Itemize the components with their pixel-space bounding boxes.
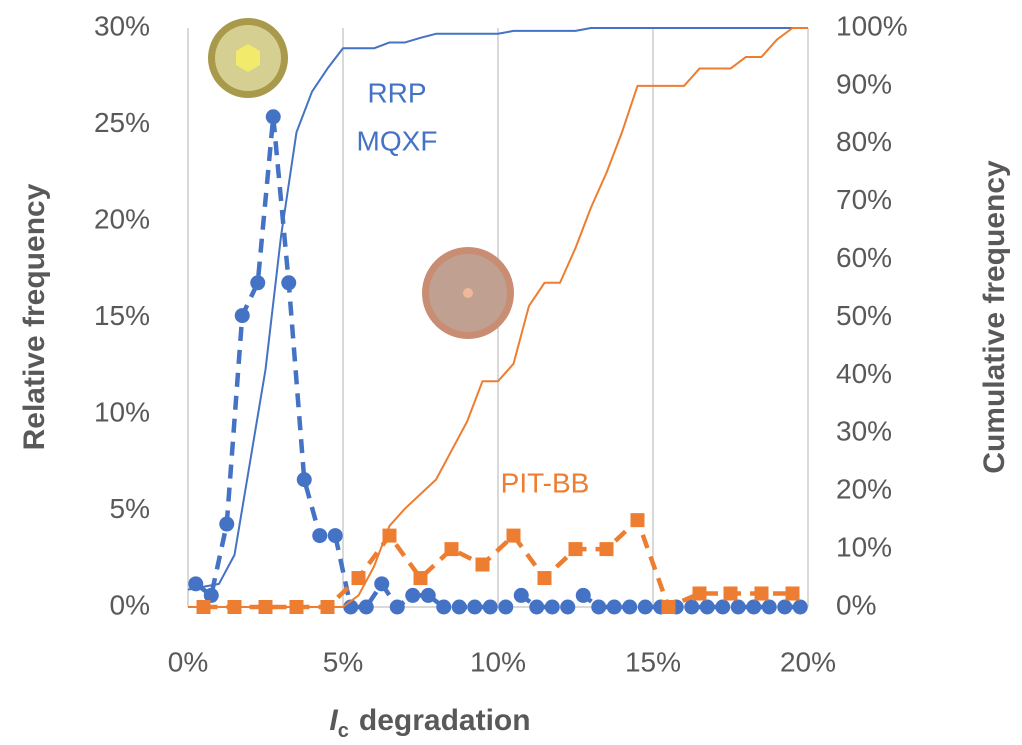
data-point bbox=[444, 542, 459, 557]
data-point bbox=[630, 513, 645, 528]
data-point bbox=[203, 587, 219, 603]
data-point bbox=[560, 599, 576, 615]
data-point bbox=[405, 587, 421, 603]
data-point bbox=[684, 599, 700, 615]
data-point bbox=[420, 587, 436, 603]
data-point bbox=[327, 528, 343, 544]
data-point bbox=[761, 599, 777, 615]
data-point bbox=[265, 109, 281, 125]
data-point bbox=[234, 308, 250, 324]
data-point bbox=[250, 275, 266, 291]
data-point bbox=[599, 542, 614, 557]
x-axis-subscript: c bbox=[338, 720, 349, 742]
data-point bbox=[358, 599, 374, 615]
data-point bbox=[219, 516, 235, 532]
data-point bbox=[537, 571, 552, 586]
data-point bbox=[723, 586, 738, 601]
data-point bbox=[730, 599, 746, 615]
data-point bbox=[529, 599, 545, 615]
x-tick-label: 10% bbox=[470, 646, 526, 677]
data-point bbox=[506, 528, 521, 543]
y2-tick-label: 0% bbox=[836, 589, 876, 620]
y2-tick-label: 10% bbox=[836, 531, 892, 562]
y-tick-label: 20% bbox=[94, 203, 150, 234]
y-tick-label: 0% bbox=[110, 589, 150, 620]
x-axis-text: degradation bbox=[359, 704, 531, 737]
y2-tick-label: 70% bbox=[836, 184, 892, 215]
pit-strand-image bbox=[422, 247, 514, 339]
data-point bbox=[475, 557, 490, 572]
data-point bbox=[785, 586, 800, 601]
data-point bbox=[374, 576, 390, 592]
data-point bbox=[568, 542, 583, 557]
data-point bbox=[715, 599, 731, 615]
data-point bbox=[754, 586, 769, 601]
data-point bbox=[389, 599, 405, 615]
data-point bbox=[622, 599, 638, 615]
y-tick-label: 5% bbox=[110, 493, 150, 524]
data-point bbox=[746, 599, 762, 615]
x-tick-label: 5% bbox=[323, 646, 363, 677]
y-axis-title: Relative frequency bbox=[18, 183, 51, 450]
data-point bbox=[575, 587, 591, 603]
data-point bbox=[312, 528, 328, 544]
y2-tick-label: 80% bbox=[836, 126, 892, 157]
y2-tick-label: 60% bbox=[836, 242, 892, 273]
data-point bbox=[692, 586, 707, 601]
series-line bbox=[188, 27, 808, 608]
data-point bbox=[467, 599, 483, 615]
data-point bbox=[637, 599, 653, 615]
y-tick-label: 25% bbox=[94, 107, 150, 138]
data-point bbox=[544, 599, 560, 615]
x-axis-symbol: I bbox=[329, 704, 338, 737]
x-tick-label: 15% bbox=[625, 646, 681, 677]
data-point bbox=[382, 528, 397, 543]
y2-tick-label: 20% bbox=[836, 474, 892, 505]
y-tick-label: 15% bbox=[94, 300, 150, 331]
annotation: RRP bbox=[367, 77, 426, 108]
data-point bbox=[513, 587, 529, 603]
series-line bbox=[187, 27, 808, 591]
data-point bbox=[699, 599, 715, 615]
data-point bbox=[661, 600, 676, 614]
annotation: MQXF bbox=[357, 125, 438, 156]
annotation: PIT-BB bbox=[501, 467, 590, 498]
data-point bbox=[436, 599, 452, 615]
x-tick-label: 0% bbox=[168, 646, 208, 677]
y2-tick-label: 50% bbox=[836, 300, 892, 331]
data-point bbox=[591, 599, 607, 615]
x-tick-label: 20% bbox=[780, 646, 836, 677]
series-line bbox=[194, 114, 801, 610]
data-point bbox=[413, 571, 428, 586]
y2-axis-title: Cumulative frequency bbox=[978, 160, 1011, 474]
y2-tick-label: 30% bbox=[836, 416, 892, 447]
marks bbox=[187, 27, 808, 615]
rrp-strand-image bbox=[208, 18, 288, 98]
data-point bbox=[498, 599, 514, 615]
y2-tick-label: 90% bbox=[836, 68, 892, 99]
data-point bbox=[482, 599, 498, 615]
data-point bbox=[281, 275, 297, 291]
y-tick-label: 10% bbox=[94, 396, 150, 427]
x-axis-title: Ic degradation bbox=[329, 704, 530, 742]
data-point bbox=[451, 599, 467, 615]
data-point bbox=[777, 599, 793, 615]
y2-tick-label: 40% bbox=[836, 358, 892, 389]
data-point bbox=[792, 599, 808, 615]
data-point bbox=[296, 472, 312, 488]
y-tick-label: 30% bbox=[94, 10, 150, 41]
y2-tick-label: 100% bbox=[836, 10, 908, 41]
data-point bbox=[351, 571, 366, 586]
data-point bbox=[606, 599, 622, 615]
